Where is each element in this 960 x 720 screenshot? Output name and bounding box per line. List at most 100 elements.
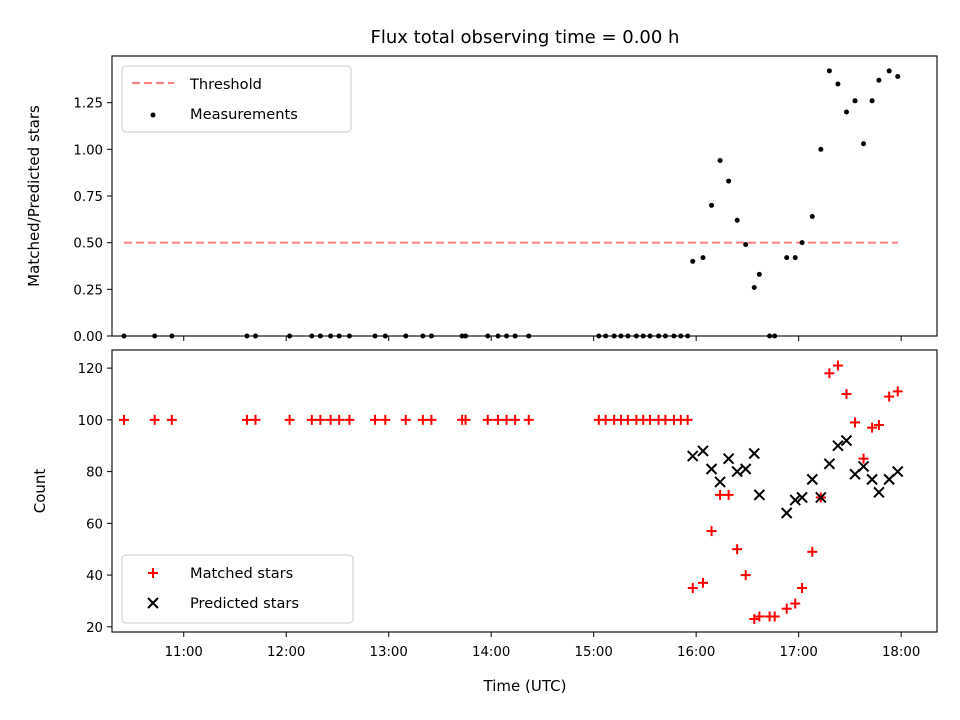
matched-star-point bbox=[149, 414, 160, 425]
predicted-star-point bbox=[873, 486, 885, 499]
x-tick-label: 13:00 bbox=[370, 645, 408, 660]
predicted-star-point bbox=[857, 460, 870, 473]
top-y-tick-label: 1.00 bbox=[73, 143, 103, 158]
matched-star-point bbox=[687, 583, 698, 594]
predicted-star-point bbox=[697, 445, 709, 457]
x-tick-label: 18:00 bbox=[882, 645, 920, 660]
measurement-point bbox=[799, 240, 805, 246]
top-legend-box bbox=[121, 65, 352, 133]
predicted-star-point bbox=[722, 452, 735, 465]
measurement-point bbox=[717, 158, 723, 164]
x-tick-label: 14:00 bbox=[472, 645, 510, 660]
matched-star-point bbox=[380, 414, 391, 425]
predicted-star-point bbox=[796, 491, 808, 504]
matched-star-point bbox=[706, 526, 717, 537]
measurement-point bbox=[886, 68, 892, 74]
matched-star-point bbox=[781, 603, 792, 614]
legend-matched-swatch bbox=[148, 568, 158, 578]
bottom-y-tick-label: 120 bbox=[78, 362, 103, 377]
predicted-star-point bbox=[687, 450, 699, 462]
matched-star-point bbox=[740, 570, 751, 581]
predicted-star-point bbox=[705, 463, 718, 475]
matched-star-point bbox=[523, 414, 534, 425]
measurement-point bbox=[792, 255, 798, 261]
matched-star-point bbox=[697, 577, 708, 588]
matched-star-point bbox=[600, 414, 611, 425]
matched-star-point bbox=[723, 489, 734, 500]
predicted-star-point bbox=[714, 476, 726, 488]
measurement-point bbox=[756, 271, 762, 277]
matched-star-point bbox=[732, 544, 743, 555]
matched-star-point bbox=[807, 546, 818, 557]
top-legend: Threshold Measurements bbox=[121, 65, 352, 133]
matched-star-point bbox=[306, 414, 317, 425]
matched-star-point bbox=[400, 414, 411, 425]
predicted-star-point bbox=[753, 489, 766, 501]
legend-predicted-swatch bbox=[147, 597, 159, 609]
top-y-axis-title: Matched/Predicted stars bbox=[25, 105, 43, 287]
matched-star-point bbox=[850, 417, 861, 428]
measurement-point bbox=[826, 68, 832, 74]
matched-star-point bbox=[754, 611, 765, 622]
predicted-star-point bbox=[806, 473, 819, 486]
top-y-tick-label: 0.75 bbox=[73, 190, 103, 205]
predicted-star-point bbox=[748, 447, 760, 460]
x-tick-label: 12:00 bbox=[267, 645, 305, 660]
matched-star-point bbox=[417, 414, 428, 425]
matched-star-point bbox=[284, 414, 295, 425]
measurement-point bbox=[818, 146, 824, 152]
matched-star-point bbox=[790, 598, 801, 609]
measurement-point bbox=[709, 202, 715, 208]
predicted-star-point bbox=[731, 465, 743, 478]
bottom-y-tick-label: 100 bbox=[78, 414, 103, 429]
matched-star-point bbox=[315, 414, 326, 425]
measurement-point bbox=[734, 217, 740, 223]
bottom-legend-box bbox=[121, 554, 354, 624]
predicted-star-point bbox=[832, 440, 844, 452]
measurement-point bbox=[869, 98, 875, 104]
measurement-point bbox=[751, 284, 757, 290]
matched-star-point bbox=[832, 360, 843, 371]
legend-matched-label: Matched stars bbox=[190, 565, 293, 582]
measurement-point bbox=[726, 178, 732, 184]
matched-star-point bbox=[344, 414, 355, 425]
measurement-point bbox=[809, 214, 815, 220]
predicted-star-point bbox=[823, 458, 836, 470]
x-tick-label: 11:00 bbox=[165, 645, 203, 660]
bottom-y-tick-label: 40 bbox=[86, 569, 103, 584]
bottom-panel: 20 40 60 80 100 120 11:00 12:00 13:00 14:00 15:00… bbox=[31, 349, 938, 695]
matched-star-point bbox=[867, 422, 878, 433]
matched-star-point bbox=[118, 414, 129, 425]
matched-star-point bbox=[841, 388, 852, 399]
legend-measurements-swatch bbox=[150, 112, 156, 118]
matched-star-point bbox=[493, 414, 504, 425]
matched-star-point bbox=[858, 453, 869, 464]
measurement-point bbox=[835, 81, 841, 87]
matched-star-point bbox=[824, 368, 835, 379]
matched-star-point bbox=[426, 414, 437, 425]
bottom-y-tick-label: 60 bbox=[86, 517, 103, 532]
matched-star-point bbox=[645, 414, 656, 425]
legend-measurements-label: Measurements bbox=[190, 106, 298, 123]
matched-star-point bbox=[334, 414, 345, 425]
predicted-star-point bbox=[866, 473, 878, 486]
matched-star-point bbox=[660, 414, 671, 425]
chart-title: Flux total observing time = 0.00 h bbox=[371, 27, 680, 48]
predicted-star-point bbox=[780, 507, 793, 519]
top-y-tick-label: 0.25 bbox=[73, 283, 103, 298]
measurement-point bbox=[690, 258, 696, 264]
predicted-star-point bbox=[840, 434, 853, 447]
bottom-legend: Matched stars Predicted stars bbox=[121, 554, 354, 624]
matched-star-point bbox=[370, 414, 381, 425]
matched-star-point bbox=[769, 611, 780, 622]
matched-star-point bbox=[682, 414, 693, 425]
bottom-axes-frame bbox=[111, 349, 938, 633]
matched-star-point bbox=[892, 386, 903, 397]
x-tick-label: 17:00 bbox=[779, 645, 817, 660]
x-tick-label: 15:00 bbox=[575, 645, 613, 660]
bottom-y-axis-title: Count bbox=[31, 469, 49, 514]
predicted-star-point bbox=[815, 491, 827, 504]
legend-threshold-label: Threshold bbox=[189, 76, 262, 93]
top-axes-frame bbox=[111, 55, 938, 337]
